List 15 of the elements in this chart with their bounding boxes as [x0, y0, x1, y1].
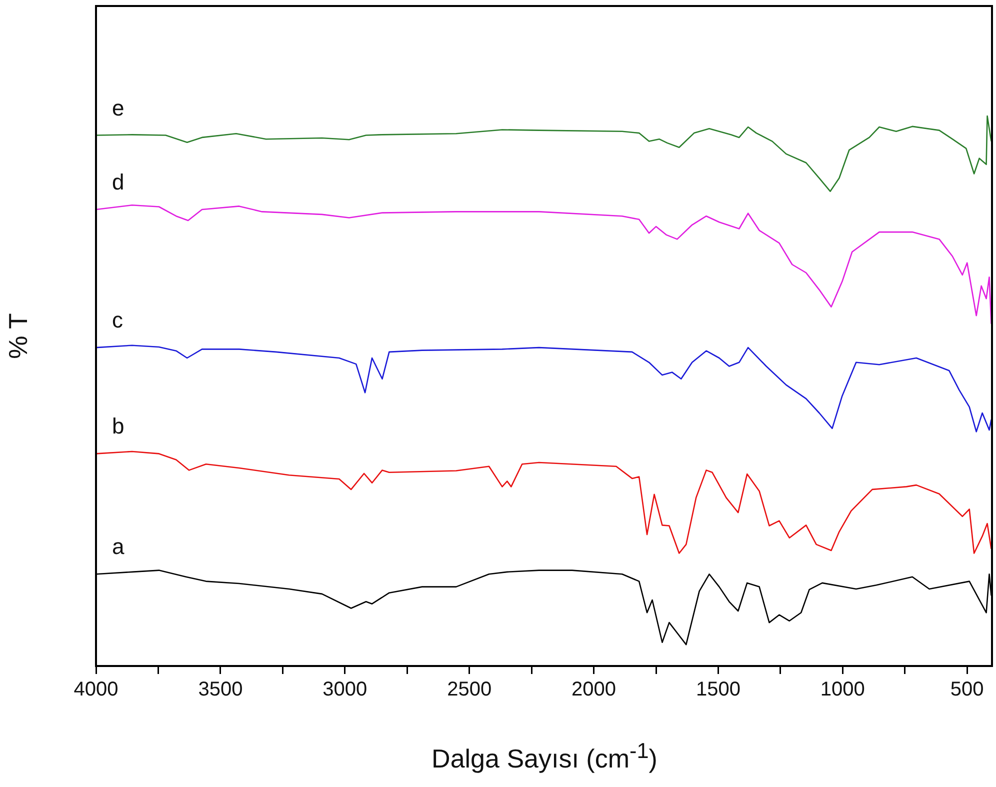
x-tick-label: 1000: [820, 678, 865, 701]
series-label: d: [112, 170, 124, 194]
series-label: c: [112, 308, 123, 333]
series-label: a: [112, 534, 125, 560]
x-tick-label: 1500: [696, 678, 740, 701]
x-tick-label: 500: [950, 678, 984, 701]
series-label: e: [112, 95, 124, 120]
x-tick-label: 3500: [198, 678, 243, 701]
series-label: b: [112, 414, 124, 439]
x-tick-label: 2500: [447, 678, 492, 701]
x-tick-label: 4000: [74, 678, 118, 701]
x-axis-title: Dalga Sayısı (cm$^{-1}$): [430, 738, 658, 775]
x-tick-label: 3000: [322, 678, 368, 701]
x-tick-label: 2000: [572, 678, 616, 701]
y-axis-title: % T: [2, 313, 33, 359]
